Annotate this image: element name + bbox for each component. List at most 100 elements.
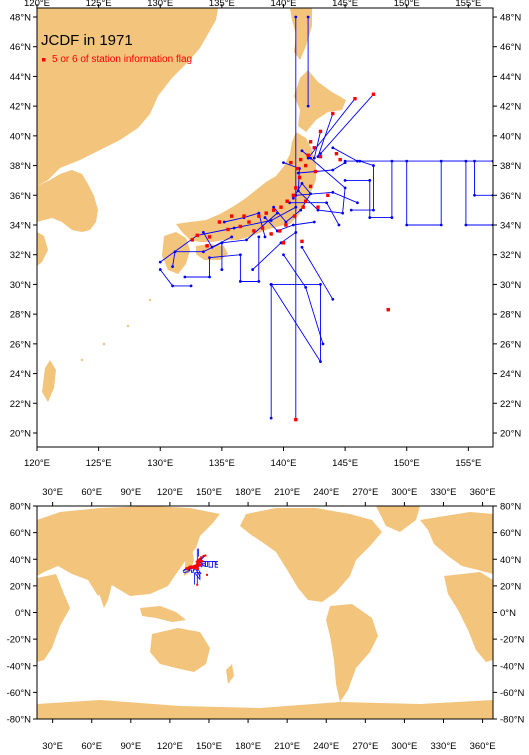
flagged-station-global [195, 560, 198, 563]
station-point [464, 159, 468, 163]
station-point [343, 179, 347, 182]
x-tick-label-top: 150°E [196, 487, 222, 498]
station-track [224, 212, 266, 238]
y-tick-label-right: 38°N [500, 161, 521, 172]
station-point [189, 284, 193, 288]
flagged-station [303, 199, 308, 203]
y-tick-label-right: 40°N [500, 555, 521, 566]
y-tick-label-left: 32°N [10, 250, 31, 261]
y-tick-label-left: 28°N [10, 310, 31, 321]
y-tick-label-right: 34°N [500, 221, 521, 232]
flagged-station [269, 232, 273, 236]
flagged-station [207, 235, 212, 239]
station-point [269, 283, 273, 286]
y-tick-label-left: 20°N [10, 429, 31, 440]
flagged-station [294, 417, 298, 422]
station-point [300, 149, 304, 153]
x-tick-label-bottom: 150°E [196, 741, 222, 752]
station-point [257, 280, 261, 283]
x-tick-label-bottom: 360°E [470, 741, 496, 752]
x-tick-label-bottom: 125°E [86, 458, 112, 469]
station-point [439, 159, 443, 163]
flagged-station-global [198, 564, 201, 567]
taiwan [42, 360, 56, 402]
flagged-station [205, 244, 209, 248]
station-point [306, 156, 310, 160]
flagged-station-global [185, 567, 188, 570]
station-point [300, 182, 304, 185]
flagged-station [316, 205, 320, 209]
flagged-station-global [197, 560, 200, 563]
flagged-station [217, 220, 222, 224]
regional-map-land [37, 8, 346, 402]
station-point [173, 250, 177, 254]
station-point [473, 159, 476, 163]
flagged-station [190, 238, 194, 242]
x-tick-label-top: 210°E [274, 487, 300, 498]
station-point [282, 161, 285, 165]
flagged-station [308, 140, 313, 144]
y-tick-label-left: -20°N [7, 635, 32, 646]
flagged-station-global [200, 556, 203, 559]
station-point [306, 15, 310, 19]
flagged-station-global [190, 565, 193, 568]
y-tick-label-right: 32°N [500, 250, 521, 261]
flagged-station-global [197, 562, 200, 565]
flagged-station [308, 184, 313, 189]
y-tick-label-left: 20°N [10, 581, 31, 592]
global-map-land [37, 506, 493, 719]
station-track [317, 113, 334, 157]
station-point [238, 280, 242, 283]
regional-map-axes: 120°E 120°E 125°E 125°E 130°E 130°E 135°E 135°E… [10, 0, 522, 469]
flagged-station [247, 220, 251, 224]
x-tick-label-top: 30°E [42, 487, 63, 498]
flagged-station-global [197, 558, 200, 561]
flagged-station [301, 205, 305, 209]
station-point [405, 159, 409, 163]
x-tick-label-top: 180°E [235, 487, 261, 498]
station-point [321, 342, 325, 346]
korean-peninsula [37, 170, 98, 232]
station-track-global [202, 561, 208, 567]
flagged-station-global [206, 573, 209, 576]
flagged-station [271, 208, 276, 212]
station-point [230, 235, 234, 239]
station-track [301, 247, 334, 300]
station-track-global [203, 561, 206, 567]
x-tick-label-bottom: 270°E [352, 741, 378, 752]
station-point [288, 201, 292, 205]
y-tick-label-right: 22°N [500, 399, 521, 410]
flagged-station [299, 157, 303, 162]
station-track-global [182, 570, 187, 574]
station-track [264, 217, 315, 232]
indonesia [140, 606, 186, 622]
y-tick-label-right: 48°N [500, 13, 521, 24]
legend-label: 5 or 6 of station information flag [52, 54, 192, 65]
flagged-station [386, 307, 390, 312]
station-point [390, 216, 394, 219]
x-tick-label-bottom: 30°E [42, 741, 63, 752]
title-background [40, 30, 140, 52]
station-point [319, 283, 322, 286]
station-point [298, 167, 301, 170]
y-tick-label-left: -60°N [7, 688, 32, 699]
south-america [326, 604, 378, 702]
station-point [220, 268, 224, 271]
flagged-station [260, 226, 265, 230]
station-point [208, 275, 211, 279]
flagged-station [295, 166, 299, 171]
flagged-station-global [196, 567, 199, 570]
flagged-station-global [189, 565, 192, 568]
y-tick-label-left: 36°N [10, 191, 31, 202]
x-tick-label-top: 60°E [81, 487, 102, 498]
x-tick-label-top: 90°E [120, 487, 141, 498]
station-point [245, 238, 248, 242]
australia [150, 628, 210, 672]
flagged-station [289, 160, 293, 165]
y-tick-label-right: 80°N [500, 502, 521, 513]
flagged-station-global [202, 554, 205, 557]
station-point [299, 208, 303, 212]
eurasia [37, 506, 220, 596]
flagged-station [257, 214, 261, 218]
station-point [356, 201, 359, 205]
